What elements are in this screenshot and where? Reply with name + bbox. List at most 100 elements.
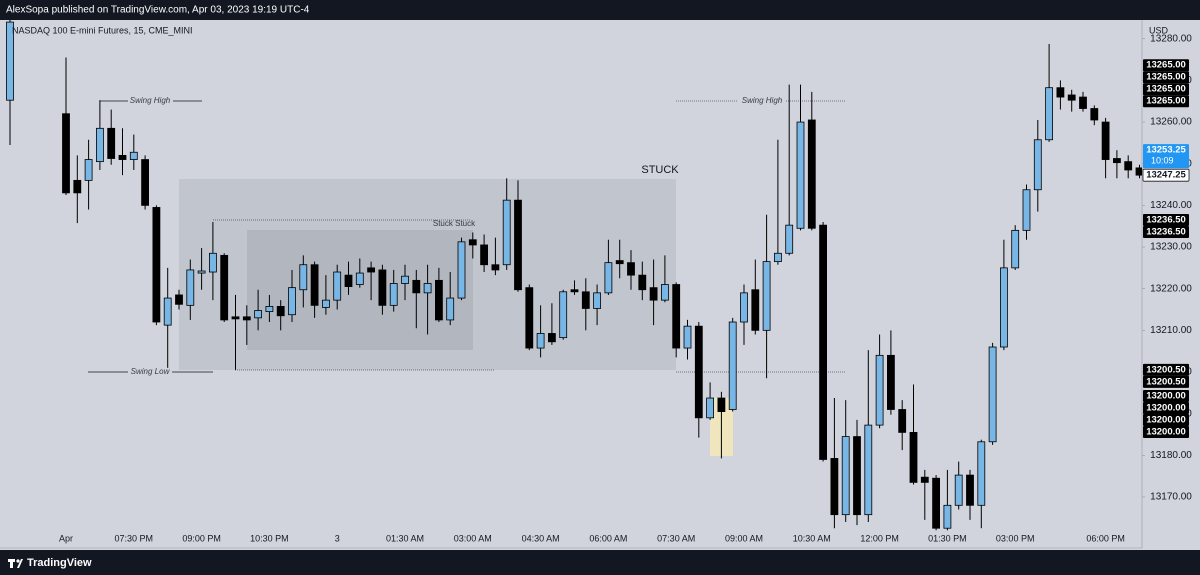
logo-mark xyxy=(17,559,23,568)
candle-body xyxy=(129,151,138,160)
candle-body xyxy=(751,289,760,331)
chart-title: NASDAQ 100 E-mini Futures, 15, CME_MINI xyxy=(12,25,193,35)
candle-body xyxy=(344,274,353,288)
candle-body xyxy=(265,305,274,312)
drawings: Swing High Swing Low Stuck Stuck Swing H… xyxy=(88,96,846,456)
candle-body xyxy=(841,436,850,516)
candle-body xyxy=(536,333,545,349)
price-label: 13200.50 xyxy=(1146,364,1186,375)
price-label: 13236.50 xyxy=(1146,214,1186,225)
y-tick-label: 13280.00 xyxy=(1150,33,1192,44)
candle-body xyxy=(762,261,771,331)
candle-body xyxy=(966,474,974,506)
x-tick-label: 09:00 PM xyxy=(182,533,221,543)
candle-body xyxy=(457,241,466,299)
countdown: 10:09 xyxy=(1151,156,1174,166)
candle-body xyxy=(1113,158,1121,164)
x-tick-label: 09:00 AM xyxy=(725,533,763,543)
price-label: 13200.00 xyxy=(1146,415,1186,426)
price-label-box xyxy=(1143,414,1189,426)
candle-body xyxy=(581,291,590,309)
x-tick-label: 10:30 PM xyxy=(250,533,289,543)
candle-body xyxy=(1101,121,1110,160)
candle-body xyxy=(73,179,82,194)
candle-body xyxy=(423,283,432,294)
candle-body xyxy=(796,121,805,229)
price-label-box xyxy=(1143,426,1189,438)
x-tick-label: 10:30 AM xyxy=(793,533,831,543)
candle-body xyxy=(321,299,330,308)
price-label: 13247.25 xyxy=(1146,170,1186,181)
candle-body xyxy=(401,275,409,284)
candle-body xyxy=(231,316,240,320)
price-label-box xyxy=(1143,225,1189,238)
price-label: 13236.50 xyxy=(1146,226,1186,237)
candle-body xyxy=(208,252,217,273)
candle-body xyxy=(514,199,522,291)
candle-body xyxy=(661,284,669,301)
x-tick-label: Apr xyxy=(59,533,73,543)
candle-body xyxy=(593,292,601,309)
candle-body xyxy=(1056,87,1065,98)
candle-body xyxy=(186,269,195,306)
candle-body xyxy=(1090,108,1099,121)
candle-body xyxy=(220,254,229,321)
candle-body xyxy=(163,297,172,326)
x-tick-label: 03:00 PM xyxy=(996,533,1035,543)
chart-background xyxy=(0,20,1200,550)
price-label: 13265.00 xyxy=(1146,84,1186,95)
candle-body xyxy=(559,291,568,339)
annotation: Swing High xyxy=(130,96,171,105)
price-label: 13253.25 xyxy=(1146,145,1186,156)
candle-body xyxy=(1011,229,1020,269)
candle-body xyxy=(242,316,251,321)
candle-body xyxy=(977,441,986,506)
candle-body xyxy=(898,409,907,433)
candle-body xyxy=(627,262,635,276)
candle-body xyxy=(774,252,782,263)
candle-body xyxy=(728,321,737,410)
candle-body xyxy=(954,474,963,506)
y-tick-label: 13260.00 xyxy=(1150,117,1192,128)
candle-body xyxy=(310,264,319,306)
logo-mark xyxy=(16,559,20,563)
candle-body xyxy=(988,346,997,443)
candle-body xyxy=(333,271,342,301)
logo-mark xyxy=(10,559,13,568)
candle-body xyxy=(604,262,613,294)
candle-body xyxy=(548,333,556,343)
candle-body xyxy=(525,287,534,349)
candle-body xyxy=(389,283,398,306)
x-tick-label: 06:00 PM xyxy=(1086,533,1125,543)
candle-body xyxy=(299,264,308,291)
candle-body xyxy=(107,127,116,159)
candle-body xyxy=(367,267,376,273)
x-tick-label: 12:00 PM xyxy=(860,533,899,543)
price-label: 13265.00 xyxy=(1146,72,1186,83)
candle-body xyxy=(197,270,206,274)
candle-body xyxy=(1045,87,1053,141)
price-label-box xyxy=(1143,390,1189,402)
candle-body xyxy=(706,397,714,419)
candle-body xyxy=(434,279,443,321)
price-label-box xyxy=(1143,95,1189,108)
candle-body xyxy=(819,224,827,460)
candle-body xyxy=(446,297,455,321)
x-tick-label: 06:00 AM xyxy=(589,533,627,543)
price-label: 13265.00 xyxy=(1146,60,1186,71)
y-tick-label: 13220.00 xyxy=(1150,283,1192,294)
candle-body xyxy=(491,264,500,271)
candle-body xyxy=(909,432,918,483)
candle-body xyxy=(412,279,421,294)
candle-body xyxy=(853,436,861,516)
price-label-box xyxy=(1143,144,1189,169)
candle-body xyxy=(276,305,285,317)
candle-body xyxy=(6,21,14,101)
candle-body xyxy=(932,477,940,529)
x-tick-label: 01:30 AM xyxy=(386,533,424,543)
bottom-bar xyxy=(0,551,1200,575)
candle-body xyxy=(864,424,873,516)
candle-body xyxy=(468,239,477,246)
candle-body xyxy=(480,244,489,266)
